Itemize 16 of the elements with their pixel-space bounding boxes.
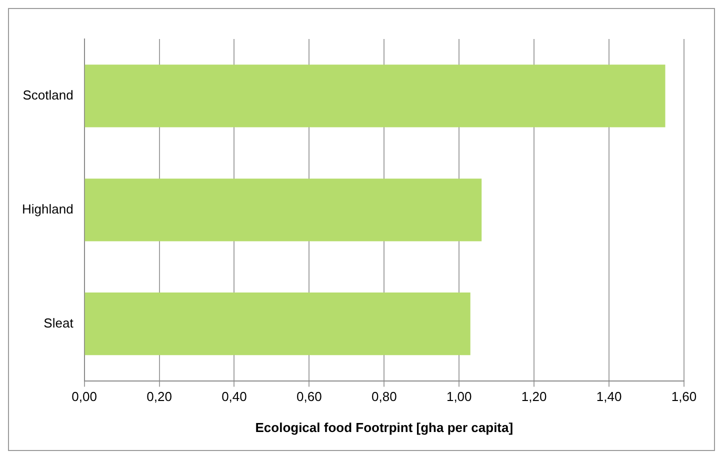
x-axis-title: Ecological food Footrpint [gha per capita] bbox=[255, 420, 514, 435]
bar bbox=[84, 178, 482, 242]
x-tick-label: 0,00 bbox=[72, 389, 97, 404]
y-tick-label: Sleat bbox=[44, 315, 74, 330]
x-tick-label: 1,00 bbox=[446, 389, 472, 404]
x-tick-label: 1,40 bbox=[596, 389, 622, 404]
bar bbox=[84, 292, 470, 356]
x-tick-label: 1,60 bbox=[671, 389, 697, 404]
x-tick-label: 0,80 bbox=[372, 389, 397, 404]
x-tick-label: 0,60 bbox=[296, 389, 322, 404]
x-tick-label: 0,20 bbox=[146, 389, 172, 404]
y-tick-label: Scotland bbox=[22, 88, 74, 103]
bar bbox=[84, 64, 666, 128]
x-tick-label: 0,40 bbox=[222, 389, 247, 404]
x-tick-label: 1,20 bbox=[521, 389, 547, 404]
y-tick-label: Highland bbox=[22, 201, 74, 216]
